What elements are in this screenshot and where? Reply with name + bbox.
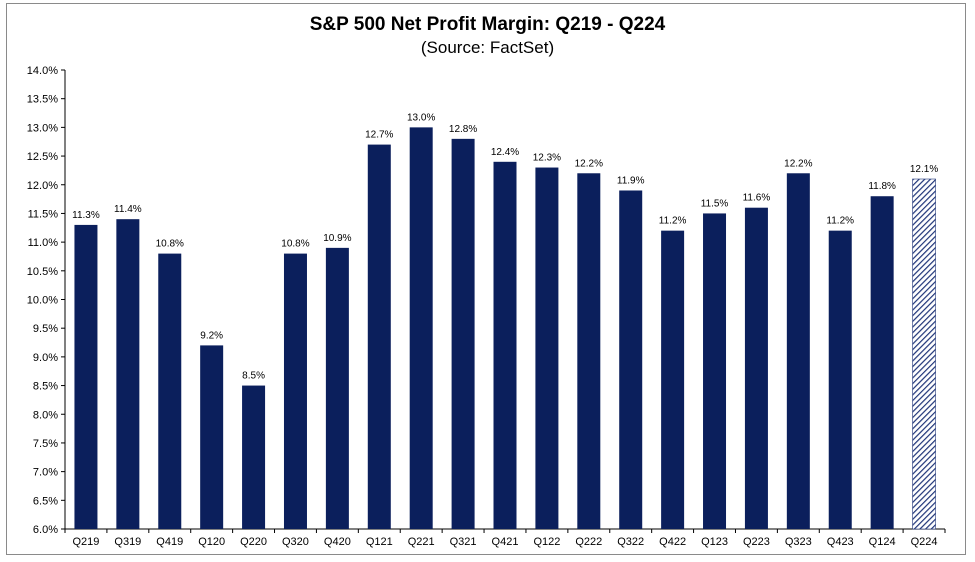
x-tick-label: Q321 <box>450 536 477 548</box>
y-tick-label: 10.5% <box>27 266 58 278</box>
y-tick-label: 10.0% <box>27 295 58 307</box>
data-label-q221: 13.0% <box>407 112 435 123</box>
x-tick-label: Q224 <box>911 536 938 548</box>
x-tick-label: Q220 <box>240 536 267 548</box>
bar-q319 <box>116 219 140 530</box>
x-tick-label: Q219 <box>72 536 99 548</box>
bar-q322 <box>619 190 643 530</box>
data-label-q423: 11.2% <box>826 216 854 227</box>
data-label-q223: 11.6% <box>743 193 771 204</box>
x-tick-label: Q223 <box>743 536 770 548</box>
chart-title: S&P 500 Net Profit Margin: Q219 - Q224 <box>309 14 666 35</box>
x-tick-label: Q121 <box>366 536 393 548</box>
bars <box>74 127 936 530</box>
data-label-q219: 11.3% <box>72 210 100 221</box>
y-tick-label: 13.0% <box>27 122 58 134</box>
bar-q320 <box>283 253 307 529</box>
bar-q421 <box>493 161 517 530</box>
bar-q221 <box>409 127 433 529</box>
y-tick-label: 11.0% <box>28 237 59 249</box>
data-label-q123: 11.5% <box>701 198 729 209</box>
x-tick-label: Q222 <box>575 536 602 548</box>
x-tick-label: Q322 <box>617 536 644 548</box>
data-label-q124: 11.8% <box>868 181 896 192</box>
y-tick-label: 9.0% <box>33 352 58 364</box>
data-label-q323: 12.2% <box>784 158 812 169</box>
bar-q323 <box>786 173 810 529</box>
y-axis: 6.0% 6.5% 7.0% 7.5% 8.0% 8.5% 9.0% 9.5% 10.0% 10.… <box>27 65 66 536</box>
x-tick-label: Q221 <box>408 536 435 548</box>
x-tick-label: Q323 <box>785 536 812 548</box>
chart-subtitle: (Source: FactSet) <box>420 38 555 57</box>
x-tick-label: Q120 <box>198 536 225 548</box>
x-axis: Q219 Q319 Q419 Q120 Q220 Q320 Q420 Q121 Q221 Q321… <box>64 528 946 548</box>
bar-q321 <box>451 138 475 529</box>
y-tick-label: 9.5% <box>33 323 58 335</box>
bar-q120 <box>200 345 224 529</box>
bar-q123 <box>703 213 727 529</box>
data-label-q322: 11.9% <box>617 175 645 186</box>
x-tick-label: Q423 <box>827 536 854 548</box>
bar-q223 <box>744 207 768 529</box>
bar-q422 <box>661 230 685 529</box>
data-label-q420: 10.9% <box>323 233 351 244</box>
data-label-q422: 11.2% <box>659 216 687 227</box>
bar-q423 <box>828 230 852 529</box>
bar-q222 <box>577 173 601 529</box>
y-tick-label: 11.5% <box>28 208 59 220</box>
x-tick-label: Q124 <box>869 536 896 548</box>
x-tick-label: Q421 <box>492 536 519 548</box>
bar-q224 <box>912 178 936 530</box>
x-tick-label: Q320 <box>282 536 309 548</box>
y-tick-label: 13.5% <box>27 94 58 106</box>
x-tick-label: Q420 <box>324 536 351 548</box>
x-tick-label: Q122 <box>533 536 560 548</box>
data-label-q419: 10.8% <box>156 239 184 250</box>
y-tick-label: 7.0% <box>33 467 58 479</box>
bar-q121 <box>367 144 391 529</box>
bar-q124 <box>870 196 894 529</box>
bar-q219 <box>74 224 98 529</box>
y-tick-label: 12.0% <box>27 180 58 192</box>
x-tick-label: Q319 <box>114 536 141 548</box>
data-label-q122: 12.3% <box>533 153 561 164</box>
y-tick-label: 7.5% <box>33 438 58 450</box>
bar-q122 <box>535 167 559 529</box>
bar-q220 <box>242 385 266 529</box>
data-label-q222: 12.2% <box>575 158 603 169</box>
data-label-q120: 9.2% <box>200 330 223 341</box>
bar-q419 <box>158 253 182 529</box>
bar-q420 <box>325 247 349 530</box>
y-tick-label: 14.0% <box>27 65 58 77</box>
y-tick-label: 8.0% <box>33 409 58 421</box>
data-label-q320: 10.8% <box>281 239 309 250</box>
y-tick-label: 6.0% <box>33 524 58 536</box>
data-label-q421: 12.4% <box>491 147 519 158</box>
data-label-q220: 8.5% <box>242 371 265 382</box>
y-tick-label: 8.5% <box>33 381 58 393</box>
x-tick-label: Q419 <box>156 536 183 548</box>
data-label-q224: 12.1% <box>910 164 938 175</box>
y-tick-label: 12.5% <box>27 151 58 163</box>
data-label-q321: 12.8% <box>449 124 477 135</box>
data-labels: 11.3% 11.4% 10.8% 9.2% 8.5% 10.8% 10.9% 12.7% 13… <box>72 112 938 381</box>
y-tick-label: 6.5% <box>33 495 58 507</box>
x-tick-label: Q422 <box>659 536 686 548</box>
data-label-q319: 11.4% <box>114 204 142 215</box>
data-label-q121: 12.7% <box>365 130 393 141</box>
x-tick-label: Q123 <box>701 536 728 548</box>
